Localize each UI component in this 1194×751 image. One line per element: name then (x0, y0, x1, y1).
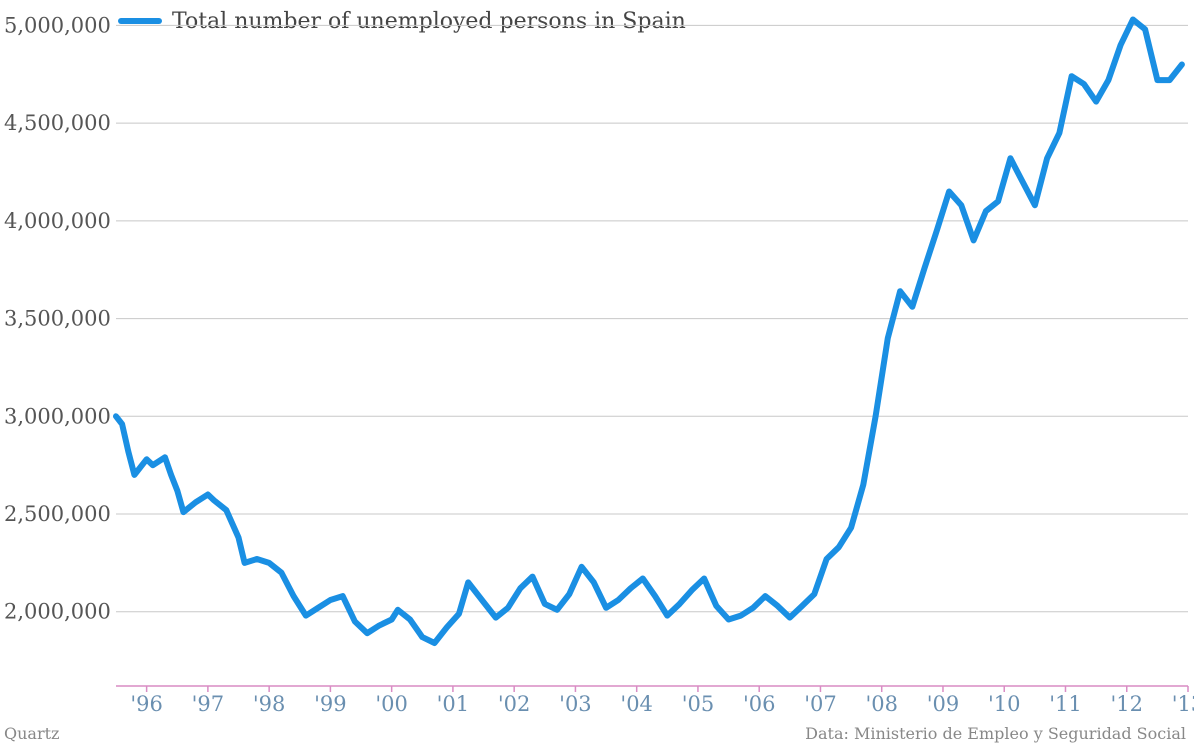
x-tick-label: '06 (743, 692, 776, 716)
x-tick-label: '10 (988, 692, 1021, 716)
x-tick-label: '98 (253, 692, 286, 716)
x-tick-label: '13 (1172, 692, 1194, 716)
x-tick-label: '12 (1110, 692, 1143, 716)
y-tick-label: 2,500,000 (4, 502, 111, 526)
series-layer (113, 16, 1185, 646)
x-tick-label: '04 (620, 692, 653, 716)
source-text: Data: Ministerio de Empleo y Seguridad S… (805, 724, 1186, 743)
credit-text: Quartz (4, 724, 60, 743)
series-line (113, 16, 1185, 646)
x-tick-label: '96 (130, 692, 163, 716)
y-axis-labels: 5,000,000 4,500,000 4,000,000 3,500,000 3,00… (4, 13, 111, 623)
x-tick-label: '05 (682, 692, 715, 716)
x-tick-label: '11 (1049, 692, 1082, 716)
x-tick-label: '07 (804, 692, 837, 716)
y-tick-label: 4,500,000 (4, 111, 111, 135)
x-tick-label: '08 (865, 692, 898, 716)
x-tick-label: '03 (559, 692, 592, 716)
x-tick-label: '00 (375, 692, 408, 716)
legend-label: Total number of unemployed persons in Sp… (172, 8, 686, 34)
y-tick-label: 5,000,000 (4, 13, 111, 37)
legend-swatch (118, 18, 162, 24)
x-tick-label: '97 (192, 692, 225, 716)
grid-layer (116, 24, 1188, 613)
y-tick-label: 3,500,000 (4, 307, 111, 331)
x-tick-label: '02 (498, 692, 531, 716)
x-axis-labels: '96 '97 '98 '99 '00 '01 '02 '03 '04 '05 '06 '07 '08 '… (130, 686, 1194, 716)
y-tick-label: 2,000,000 (4, 600, 111, 624)
y-tick-label: 3,000,000 (4, 404, 111, 428)
y-tick-label: 4,000,000 (4, 209, 111, 233)
x-tick-label: '99 (314, 692, 347, 716)
x-tick-label: '01 (437, 692, 470, 716)
legend: Total number of unemployed persons in Sp… (118, 6, 686, 36)
x-tick-label: '09 (927, 692, 960, 716)
